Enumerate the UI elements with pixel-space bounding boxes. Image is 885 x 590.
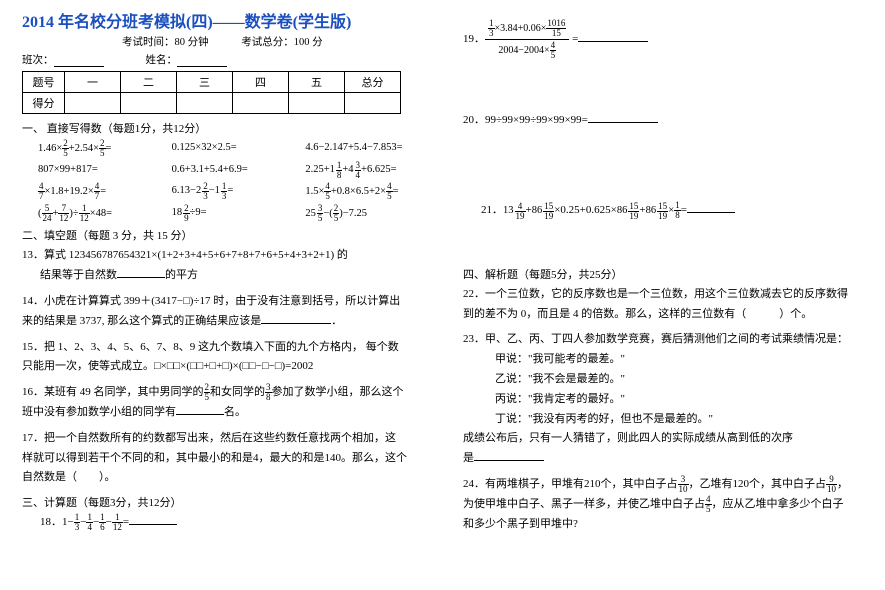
q16-blank	[176, 404, 224, 415]
time-label: 考试时间：80 分钟	[122, 37, 209, 48]
section2-head: 二、填空题（每题 3 分，共 15 分）	[22, 227, 431, 243]
q18-blank	[129, 514, 177, 525]
q13-blank	[117, 267, 165, 278]
q24: 24．有两堆棋子，甲堆有210个，其中白子占310，乙堆有120个，其中白子占9…	[463, 475, 865, 534]
ban-label: 班次：	[22, 55, 54, 66]
q15-line1: 15．把 1、2、3、4、5、6、7、8、9 这九个数填入下面的九个方格内， 每…	[22, 341, 399, 353]
q14: 14．小虎在计算算式 399＋(3417−□)÷17 时，由于没有注意到括号，所…	[22, 292, 431, 332]
calc-cell: 2.25+118+434+6.625=	[305, 161, 431, 180]
q13-line2: 结果等于自然数的平方	[22, 269, 198, 281]
calc-cell: 0.6+3.1+5.4+6.9=	[172, 161, 298, 180]
calc-cell: 1.46×25+2.54×25=	[38, 139, 164, 159]
q23-line3: 是	[463, 452, 474, 464]
q17-line3: 自然数是（ ）。	[22, 471, 116, 483]
q19-blank	[578, 31, 648, 42]
calc-cell: 1829÷9=	[172, 204, 298, 224]
score-value-cell	[345, 93, 401, 114]
score-head-cell: 题号	[23, 72, 65, 93]
q23-bing: 丙说："我肯定考的最好。"	[463, 393, 625, 405]
q23-blank	[474, 450, 544, 461]
q19-fraction: 13×3.84+0.06×101615 2004−2004×45	[485, 18, 569, 61]
q24-line3: 和多少个黑子到甲堆中?	[463, 518, 578, 530]
q17: 17．把一个自然数所有的约数都写出来，然后在这些约数任意找两个相加，这 样就可以…	[22, 429, 431, 488]
score-value-cell	[65, 93, 121, 114]
calc-cell: 47×1.8+19.2×47=	[38, 182, 164, 202]
q15-line2: 只能用一次，使等式成立。□×□□×(□□+□+□)×(□□−□−□)=2002	[22, 360, 313, 372]
score-head-cell: 总分	[345, 72, 401, 93]
q14-line2: 来的结果是 3737, 那么这个算式的正确结果应该是	[22, 315, 261, 327]
calc-cell: 1.5×45+0.8×6.5+2×45=	[305, 182, 431, 202]
calc-cell: 4.6−2.147+5.4−7.853=	[305, 139, 431, 159]
q23-jia: 甲说："我可能考的最差。"	[463, 353, 625, 365]
q22-line1: 22．一个三位数，它的反序数也是一个三位数，用这个三位数减去它的反序数得	[463, 288, 848, 300]
q13: 13．算式 123456787654321×(1+2+3+4+5+6+7+8+7…	[22, 246, 431, 286]
score-value-cell	[233, 93, 289, 114]
q23-yi: 乙说："我不会是最差的。"	[463, 373, 625, 385]
q16-line2: 班中没有参加数学小组的同学有	[22, 406, 176, 418]
q13-line1: 13．算式 123456787654321×(1+2+3+4+5+6+7+8+7…	[22, 249, 348, 261]
score-head-cell: 三	[177, 72, 233, 93]
score-head-cell: 四	[233, 72, 289, 93]
q19: 19． 13×3.84+0.06×101615 2004−2004×45 =	[463, 18, 865, 61]
q17-line2: 样就可以得到若干个不同的和，其中最小的和是4，最大的和是140。那么，这个	[22, 452, 407, 464]
score-value-cell: 得分	[23, 93, 65, 114]
q16-line1: 16．某班有 49 名同学，其中男同学的25和女同学的38参加了数学小组，那么这…	[22, 386, 404, 398]
calc-cell: 807×99+817=	[38, 161, 164, 180]
score-value-cell	[289, 93, 345, 114]
left-column: 2014 年名校分班考模拟(四)——数学卷(学生版) 考试时间：80 分钟 考试…	[0, 0, 445, 590]
q23-line1: 23．甲、乙、丙、丁四人参加数学竞赛，赛后猜测他们之间的考试乘绩情况是：	[463, 333, 848, 345]
q16: 16．某班有 49 名同学，其中男同学的25和女同学的38参加了数学小组，那么这…	[22, 383, 431, 423]
section4-head: 四、解析题（每题5分，共25分）	[463, 266, 865, 282]
calc-grid: 1.46×25+2.54×25= 0.125×32×2.5= 4.6−2.147+5…	[22, 139, 431, 223]
q21: 21．13419+861519×0.25+0.625×861519+861519…	[463, 201, 865, 221]
score-head-cell: 二	[121, 72, 177, 93]
q14-line1: 14．小虎在计算算式 399＋(3417−□)÷17 时，由于没有注意到括号，所…	[22, 295, 400, 307]
banci-row: 班次： 姓名：	[22, 52, 431, 67]
q21-blank	[687, 202, 735, 213]
score-table: 题号一二三四五总分得分	[22, 71, 401, 114]
section3-head: 三、计算题（每题3分，共12分）	[22, 494, 431, 510]
ban-blank	[54, 55, 104, 67]
score-head-cell: 五	[289, 72, 345, 93]
meta-row: 考试时间：80 分钟 考试总分：100 分	[22, 34, 431, 49]
score-head-cell: 一	[65, 72, 121, 93]
q14-blank	[261, 313, 331, 324]
exam-title: 2014 年名校分班考模拟(四)——数学卷(学生版)	[22, 8, 431, 32]
calc-cell: (524+712)÷112×48=	[38, 204, 164, 224]
q22: 22．一个三位数，它的反序数也是一个三位数，用这个三位数减去它的反序数得 到的差…	[463, 285, 865, 325]
total-label: 考试总分：100 分	[241, 37, 322, 48]
score-value-cell	[177, 93, 233, 114]
q17-line1: 17．把一个自然数所有的约数都写出来，然后在这些约数任意找两个相加，这	[22, 432, 396, 444]
q23: 23．甲、乙、丙、丁四人参加数学竞赛，赛后猜测他们之间的考试乘绩情况是： 甲说：…	[463, 330, 865, 469]
q20-blank	[588, 112, 658, 123]
name-blank	[177, 55, 227, 67]
q23-ding: 丁说："我没有丙考的好，但也不是最差的。"	[463, 413, 713, 425]
calc-cell: 2535−(25)−7.25	[305, 204, 431, 224]
section1-head: 一、 直接写得数（每题1分，共12分）	[22, 120, 431, 136]
calc-cell: 6.13−223−113=	[172, 182, 298, 202]
q24-line1: 24．有两堆棋子，甲堆有210个，其中白子占310，乙堆有120个，其中白子占9…	[463, 478, 848, 490]
q22-line2: 到的差不为 0，而且是 4 的倍数。那么，这样的三位数有（ ）个。	[463, 308, 812, 320]
q24-line2: 为使甲堆中白子、黑子一样多，并使乙堆中白子占45，应从乙堆中拿多少个白子	[463, 498, 844, 510]
score-value-cell	[121, 93, 177, 114]
q20: 20．99÷99×99÷99×99×99=	[463, 111, 865, 131]
right-column: 19． 13×3.84+0.06×101615 2004−2004×45 = 2…	[445, 0, 885, 590]
calc-cell: 0.125×32×2.5=	[172, 139, 298, 159]
q18: 18．1−13−14−16−112=	[22, 513, 431, 533]
name-label: 姓名：	[146, 55, 178, 66]
q23-line2: 成绩公布后，只有一人猜错了，则此四人的实际成绩从高到低的次序	[463, 432, 793, 444]
q15: 15．把 1、2、3、4、5、6、7、8、9 这九个数填入下面的九个方格内， 每…	[22, 338, 431, 378]
